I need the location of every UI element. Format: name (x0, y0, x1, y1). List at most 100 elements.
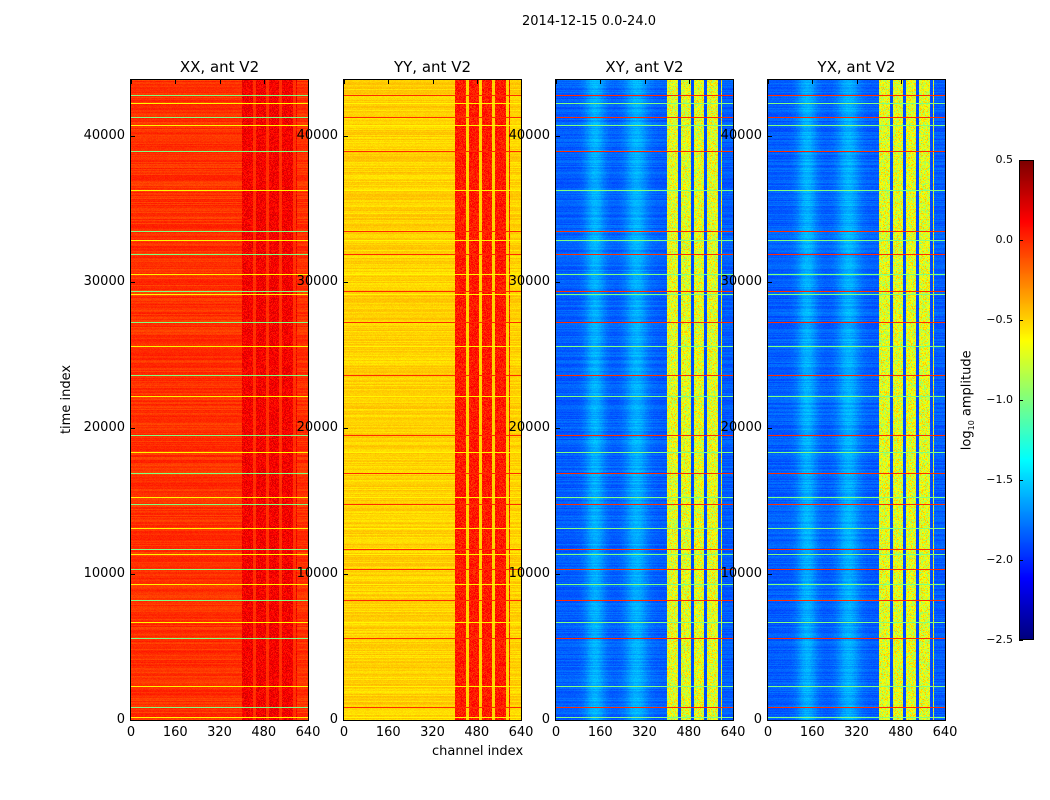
y-tick-label: 0 (753, 712, 762, 727)
x-tick-label: 160 (799, 725, 825, 740)
colorbar-label-rest: amplitude (959, 350, 975, 421)
colorbar-tick (1019, 160, 1023, 161)
colorbar-gradient (1020, 161, 1033, 639)
heatmap-image (131, 80, 308, 720)
x-tick-label: 480 (464, 725, 490, 740)
colorbar-tick (1019, 560, 1023, 561)
y-tick (131, 282, 135, 284)
y-tick (344, 720, 348, 721)
y-tick-label: 10000 (296, 566, 338, 582)
colorbar-tick-label: −2.0 (986, 553, 1013, 566)
colorbar-tick-label: −1.5 (986, 473, 1013, 486)
y-tick-label: 10000 (720, 566, 762, 582)
x-tick (856, 80, 858, 84)
y-tick (768, 428, 772, 430)
colorbar-label: log10 amplitude (960, 350, 977, 450)
x-tick-label: 320 (420, 725, 445, 740)
y-tick-label: 20000 (720, 420, 762, 436)
x-tick-label: 640 (295, 725, 321, 740)
y-tick (556, 720, 560, 721)
x-tick (432, 80, 434, 84)
x-tick-label: 0 (763, 725, 773, 740)
y-tick-label: 10000 (83, 566, 125, 582)
x-tick-label: 0 (551, 725, 561, 740)
y-tick-label: 40000 (720, 128, 762, 144)
y-tick-label: 20000 (83, 420, 125, 436)
y-tick-label: 40000 (508, 128, 550, 144)
y-tick (344, 136, 348, 138)
x-tick-label: 320 (632, 725, 657, 740)
x-tick (219, 80, 221, 84)
x-tick-label: 0 (339, 725, 349, 740)
x-tick (175, 80, 177, 84)
x-tick-label: 0 (126, 725, 136, 740)
colorbar-label-log: log (959, 430, 975, 451)
y-tick (556, 428, 560, 430)
x-tick (733, 80, 734, 84)
x-tick-label: 640 (720, 725, 746, 740)
heatmap-image (768, 80, 945, 720)
x-tick (600, 80, 602, 84)
heatmap-image (344, 80, 521, 720)
y-tick (556, 136, 560, 138)
x-tick (688, 80, 690, 84)
heatmap-panel: XX, ant V2 0 160 320 480 640 0 10000 20000 30000 4… (84, 58, 321, 740)
panel-title: XY, ant V2 (605, 58, 684, 76)
colorbar-tick (1019, 480, 1023, 481)
colorbar-tick-label: −1.0 (986, 393, 1013, 406)
y-tick-label: 30000 (508, 274, 550, 290)
colorbar-tick-label: 0.0 (995, 233, 1014, 246)
y-tick-label: 20000 (508, 420, 550, 436)
x-tick (521, 80, 522, 84)
x-tick (131, 80, 132, 84)
heatmap-panel: YX, ant V2 0 160 320 480 640 0 10000 20000 30000 4… (721, 58, 958, 740)
x-tick-label: 160 (375, 725, 401, 740)
x-tick-label: 320 (844, 725, 869, 740)
y-tick (131, 720, 135, 721)
colorbar-tick (1019, 640, 1023, 641)
x-tick-label: 320 (207, 725, 232, 740)
y-tick (131, 574, 135, 576)
figure-title: 2014-12-15 0.0-24.0 (522, 14, 656, 29)
y-tick (556, 574, 560, 576)
x-tick (263, 80, 265, 84)
y-tick-label: 40000 (296, 128, 338, 144)
y-tick (131, 136, 135, 138)
y-tick-label: 40000 (83, 128, 125, 144)
x-tick (308, 80, 309, 84)
colorbar-tick (1019, 400, 1023, 401)
x-tick (768, 80, 769, 84)
y-tick-label: 0 (116, 712, 125, 727)
y-tick-label: 20000 (296, 420, 338, 436)
y-tick (556, 282, 560, 284)
y-tick (768, 136, 772, 138)
x-tick-label: 640 (508, 725, 534, 740)
colorbar-label-sub: 10 (967, 420, 977, 431)
y-tick (768, 282, 772, 284)
x-tick-label: 480 (888, 725, 914, 740)
panel-title: XX, ant V2 (179, 58, 260, 76)
x-tick-label: 480 (251, 725, 277, 740)
x-tick-label: 480 (676, 725, 702, 740)
x-axis-label: channel index (432, 744, 524, 759)
x-tick (388, 80, 390, 84)
x-tick (556, 80, 557, 84)
x-tick (644, 80, 646, 84)
x-tick (900, 80, 902, 84)
colorbar-tick-label: 0.5 (995, 153, 1014, 166)
heatmap-image (556, 80, 733, 720)
y-axis-label: time index (59, 364, 75, 435)
y-tick-label: 0 (329, 712, 338, 727)
x-tick (812, 80, 814, 84)
x-tick (945, 80, 946, 84)
panel-title: YY, ant V2 (393, 58, 471, 76)
y-tick-label: 30000 (720, 274, 762, 290)
x-tick (476, 80, 478, 84)
y-tick (768, 720, 772, 721)
colorbar-tick-label: −2.5 (986, 633, 1013, 646)
y-tick-label: 30000 (83, 274, 125, 290)
x-tick-label: 640 (932, 725, 958, 740)
y-tick-label: 0 (541, 712, 550, 727)
heatmap-panel: XY, ant V2 0 160 320 480 640 0 10000 20000 30000 4… (509, 58, 746, 740)
